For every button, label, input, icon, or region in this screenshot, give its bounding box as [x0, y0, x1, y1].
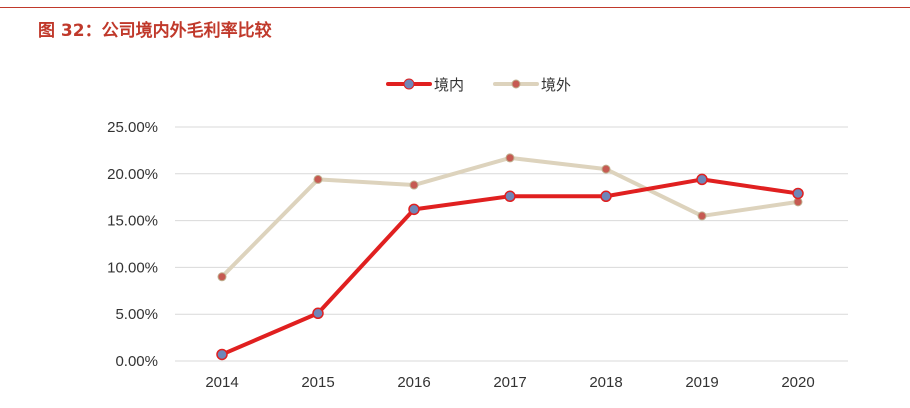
figure-title: 图 32：公司境内外毛利率比较 — [38, 21, 272, 41]
y-tick-label: 20.00% — [107, 166, 158, 183]
top-rule — [0, 7, 910, 8]
y-tick-label: 15.00% — [107, 213, 158, 230]
x-tick-label: 2020 — [781, 374, 814, 391]
data-point-overseas — [505, 153, 515, 163]
legend-marker-overseas — [511, 79, 521, 89]
y-axis-ticks: 0.00% 5.00% 10.00% 15.00% 20.00% 25.00% — [107, 119, 158, 370]
legend-label-overseas: 境外 — [541, 76, 571, 94]
data-point-overseas — [313, 174, 323, 184]
data-point-domestic — [312, 307, 324, 320]
legend: 境内 境外 — [386, 76, 571, 94]
x-tick-label: 2014 — [205, 374, 238, 391]
x-tick-label: 2018 — [589, 374, 622, 391]
data-point-domestic — [216, 348, 228, 361]
data-point-overseas — [217, 272, 227, 282]
data-point-domestic — [600, 190, 612, 203]
legend-label-domestic: 境内 — [434, 76, 464, 94]
data-point-overseas — [697, 211, 707, 221]
y-tick-label: 0.00% — [115, 353, 158, 370]
x-tick-label: 2015 — [301, 374, 334, 391]
x-axis-ticks: 2014 2015 2016 2017 2018 2019 2020 — [205, 374, 814, 391]
data-point-domestic — [792, 187, 804, 200]
x-tick-label: 2019 — [685, 374, 718, 391]
series-line-overseas — [220, 155, 800, 279]
y-tick-label: 5.00% — [115, 306, 158, 323]
data-point-domestic — [504, 190, 516, 203]
gridlines — [175, 126, 848, 362]
data-point-overseas — [409, 180, 419, 190]
legend-marker-domestic — [403, 78, 415, 90]
x-tick-label: 2016 — [397, 374, 430, 391]
y-tick-label: 25.00% — [107, 119, 158, 136]
y-tick-label: 10.00% — [107, 259, 158, 276]
x-tick-label: 2017 — [493, 374, 526, 391]
series-lines — [216, 153, 804, 361]
data-point-domestic — [408, 203, 420, 216]
data-point-domestic — [696, 173, 708, 186]
data-point-overseas — [601, 164, 611, 174]
